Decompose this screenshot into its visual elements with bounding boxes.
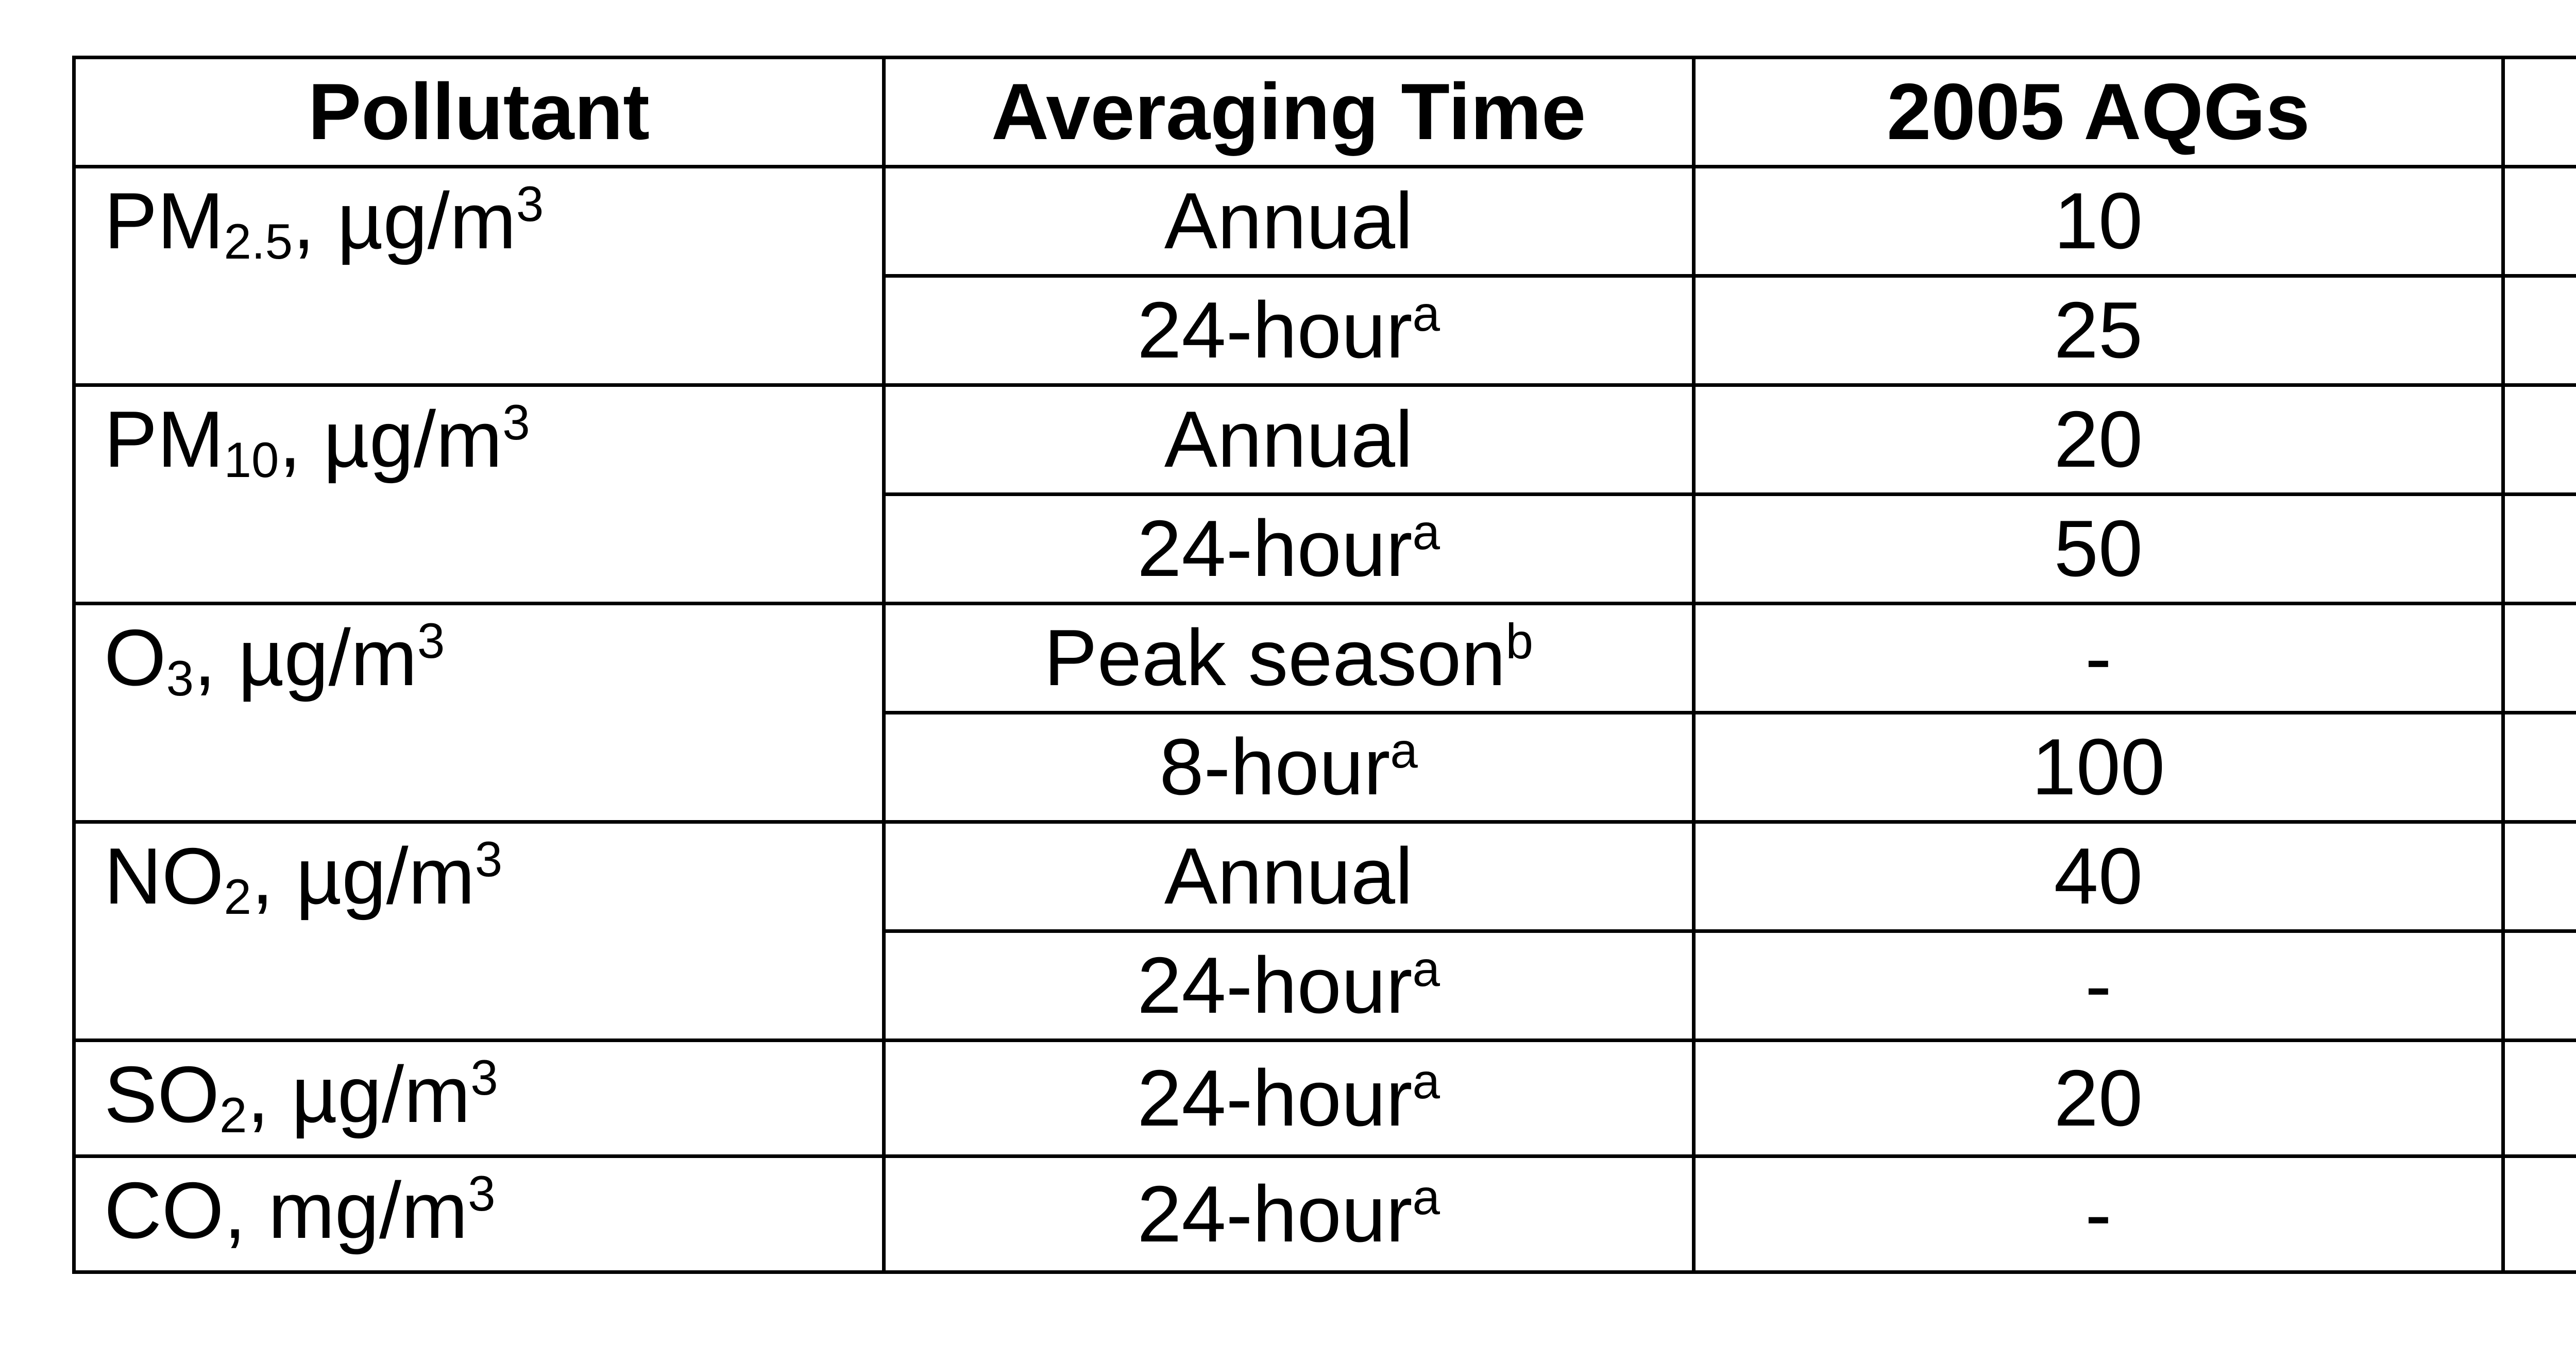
aqg-2021-cell: 25 — [2501, 929, 2576, 1042]
superscript: 3 — [417, 614, 445, 669]
averaging-time-cell: Annual — [882, 820, 1696, 933]
superscript: a — [1412, 1170, 1440, 1225]
averaging-time-cell: Annual — [882, 165, 1696, 278]
aqg-2005-cell: - — [1691, 929, 2505, 1042]
pollutant-cell: O3, µg/m3 — [72, 602, 886, 824]
pollutant-cell: NO2, µg/m3 — [72, 820, 886, 1042]
aqg-2005-cell: 40 — [1691, 820, 2505, 933]
subscript: 2 — [224, 870, 251, 925]
aqg-2021-cell: 45 — [2501, 492, 2576, 605]
averaging-time-cell: 24-houra — [882, 1038, 1696, 1158]
table-row: 24-houra5045 — [74, 492, 2576, 605]
averaging-time-cell: 24-houra — [882, 929, 1696, 1042]
aqg-2005-cell: 20 — [1691, 1038, 2505, 1158]
aqg-2005-cell: 50 — [1691, 492, 2505, 605]
header-averaging-time: Averaging Time — [882, 56, 1696, 168]
subscript: 2.5 — [224, 214, 293, 270]
superscript: a — [1412, 1054, 1440, 1110]
subscript: 3 — [166, 651, 194, 707]
aqg-2005-cell: - — [1691, 602, 2505, 714]
aqg-2021-cell: 5 — [2501, 165, 2576, 278]
superscript: b — [1505, 614, 1533, 669]
table-row: NO2, µg/m3Annual4010 — [72, 820, 2576, 1042]
table-row: PM10, µg/m3Annual2015 — [72, 383, 2576, 605]
aqg-2005-cell: - — [1691, 1154, 2505, 1274]
table-row: PM2.5, µg/m3Annual105 — [72, 165, 2576, 387]
averaging-time-cell: 8-houra — [882, 711, 1696, 824]
superscript: a — [1412, 286, 1440, 342]
subscript: 10 — [224, 433, 279, 488]
pollutant-cell: CO, mg/m3 — [72, 1154, 886, 1274]
averaging-time-cell: 24-houra — [882, 1154, 1696, 1274]
superscript: 3 — [474, 832, 503, 888]
table-row: 24-houra2515 — [74, 274, 2576, 387]
aqg-2021-cell: 4 — [2501, 1154, 2576, 1274]
pollutant-cell: SO2, µg/m3 — [72, 1038, 886, 1158]
superscript: 3 — [468, 1166, 496, 1222]
aqg-2021-cell: 40 — [2501, 1038, 2576, 1158]
superscript: a — [1390, 723, 1418, 778]
aqg-comparison-table: Pollutant Averaging Time 2005 AQGs 2021 … — [72, 56, 2576, 1274]
pollutant-cell: PM2.5, µg/m3 — [72, 165, 886, 387]
superscript: 3 — [502, 395, 530, 451]
aqg-2005-cell: 25 — [1691, 274, 2505, 387]
superscript: 3 — [470, 1050, 498, 1106]
aqg-2021-cell: 100 — [2501, 711, 2576, 824]
aqg-2021-cell: 60 — [2501, 602, 2576, 714]
table-body: PM2.5, µg/m3Annual10524-houra2515PM10, µ… — [72, 165, 2576, 1274]
header-2005-aqgs: 2005 AQGs — [1691, 56, 2505, 168]
pollutant-cell: PM10, µg/m3 — [72, 383, 886, 605]
aqg-2005-cell: 100 — [1691, 711, 2505, 824]
superscript: a — [1412, 504, 1440, 560]
header-row: Pollutant Averaging Time 2005 AQGs 2021 … — [72, 56, 2576, 168]
superscript: 3 — [516, 177, 544, 232]
averaging-time-cell: 24-houra — [882, 274, 1696, 387]
header-pollutant: Pollutant — [72, 56, 886, 168]
table-row: 8-houra100100 — [74, 711, 2576, 824]
aqg-2005-cell: 10 — [1691, 165, 2505, 278]
subscript: 2 — [219, 1088, 247, 1144]
aqg-2021-cell: 15 — [2501, 383, 2576, 496]
table-row: 24-houra-25 — [74, 929, 2576, 1042]
aqg-2005-cell: 20 — [1691, 383, 2505, 496]
averaging-time-cell: Annual — [882, 383, 1696, 496]
averaging-time-cell: Peak seasonb — [882, 602, 1696, 714]
header-2021-aqgs: 2021 AQGs — [2501, 56, 2576, 168]
superscript: a — [1412, 941, 1440, 997]
aqg-2021-cell: 15 — [2501, 274, 2576, 387]
aqg-2021-cell: 10 — [2501, 820, 2576, 933]
averaging-time-cell: 24-houra — [882, 492, 1696, 605]
